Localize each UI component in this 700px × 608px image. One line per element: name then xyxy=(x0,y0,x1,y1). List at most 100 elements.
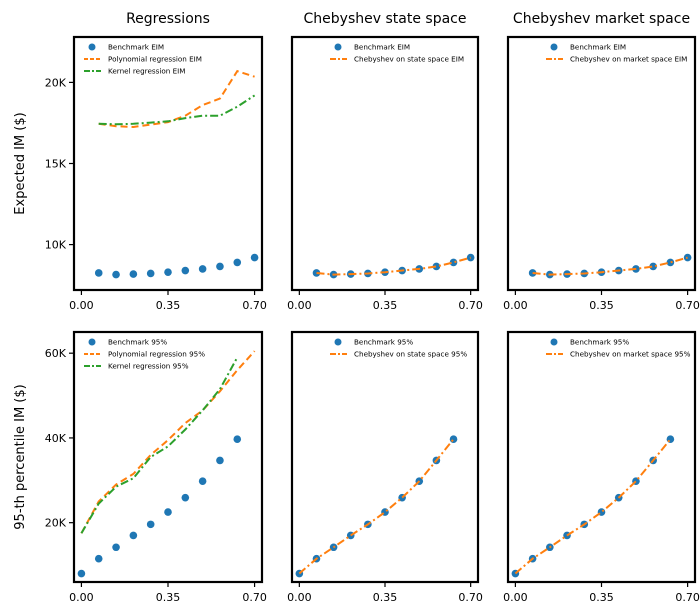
legend: Benchmark 95% Polynomial regression 95% Ke… xyxy=(84,338,205,371)
chart-panel-2: Chebyshev state space 0.00 0.35 0.70 Benchma… xyxy=(287,11,483,312)
series-line-polynomial-regression-eim xyxy=(98,69,255,129)
legend-marker xyxy=(334,43,342,51)
y-tick-label: 20K xyxy=(45,517,67,530)
legend-marker xyxy=(88,338,96,346)
data-point-benchmark-95 xyxy=(233,435,242,444)
x-tick-label: 0.00 xyxy=(287,591,312,604)
series-line-chebyshev-on-state-space-eim xyxy=(316,256,471,276)
chart-title: Chebyshev market space xyxy=(513,11,690,27)
x-tick-label: 0.35 xyxy=(373,299,398,312)
plot-frame xyxy=(290,35,480,292)
x-tick-label: 0.70 xyxy=(242,591,267,604)
series-line-chebyshev-on-market-space-95 xyxy=(514,438,672,575)
data-point-benchmark-95 xyxy=(129,531,138,540)
data-point-benchmark-eim xyxy=(312,269,321,277)
x-tick-label: 0.35 xyxy=(589,591,614,604)
y-axis-label: 95-th percentile IM ($) xyxy=(13,384,28,529)
chart-panel-5: 0.00 0.35 0.70 Benchmark 95% Chebyshev on st… xyxy=(287,330,483,604)
legend-label: Chebyshev on market space 95% xyxy=(570,350,691,359)
x-tick-label: 0.35 xyxy=(589,299,614,312)
legend: Benchmark 95% Chebyshev on market space 9… xyxy=(546,338,691,359)
x-tick-label: 0.70 xyxy=(458,299,483,312)
legend-label: Benchmark 95% xyxy=(570,338,629,347)
data-point-benchmark-eim xyxy=(181,266,190,275)
legend-label: Polynomial regression 95% xyxy=(108,350,205,359)
y-tick-label: 10K xyxy=(45,239,67,252)
x-tick-label: 0.00 xyxy=(69,591,94,604)
data-point-benchmark-95 xyxy=(112,543,120,552)
x-tick-label: 0.00 xyxy=(503,299,528,312)
series-line-chebyshev-on-market-space-eim xyxy=(532,256,688,276)
legend-marker xyxy=(334,338,342,346)
data-point-benchmark-eim xyxy=(216,262,224,271)
legend-label: Kernel regression EIM xyxy=(108,67,185,76)
plot-frame xyxy=(506,330,697,584)
legend-marker xyxy=(88,43,96,51)
x-tick-label: 0.35 xyxy=(156,299,181,312)
data-point-benchmark-95 xyxy=(666,435,675,444)
data-point-benchmark-95 xyxy=(181,493,190,502)
y-tick-label: 15K xyxy=(45,158,67,171)
data-point-benchmark-eim xyxy=(449,258,458,267)
legend-label: Benchmark EIM xyxy=(570,43,626,52)
data-point-benchmark-eim xyxy=(129,270,138,278)
chart-title: Chebyshev state space xyxy=(304,11,467,27)
data-point-benchmark-eim xyxy=(112,270,120,279)
series-line-polynomial-regression-95 xyxy=(80,350,256,534)
series-line-kernel-regression-95 xyxy=(80,356,239,534)
x-tick-label: 0.00 xyxy=(287,299,312,312)
x-tick-label: 0.35 xyxy=(373,591,398,604)
data-point-benchmark-95 xyxy=(449,435,458,444)
data-point-benchmark-95 xyxy=(77,569,86,578)
y-tick-label: 20K xyxy=(45,76,67,89)
data-point-benchmark-95 xyxy=(164,508,172,516)
x-tick-label: 0.70 xyxy=(242,299,267,312)
plot-frame xyxy=(72,330,264,584)
x-tick-label: 0.70 xyxy=(675,299,700,312)
legend-label: Polynomial regression EIM xyxy=(108,55,202,64)
plot-frame xyxy=(506,35,697,292)
data-point-benchmark-eim xyxy=(198,265,207,273)
legend-label: Chebyshev on market space EIM xyxy=(570,55,687,64)
x-tick-label: 0.70 xyxy=(675,591,700,604)
legend: Benchmark EIM Polynomial regression EIM Ke… xyxy=(84,43,202,76)
data-point-benchmark-95 xyxy=(146,520,155,529)
series-line-chebyshev-on-state-space-95 xyxy=(298,438,455,575)
plot-frame xyxy=(72,35,264,292)
legend-marker xyxy=(550,338,558,346)
data-point-benchmark-95 xyxy=(94,554,103,563)
chart-panel-1: Regressions Expected IM ($) 0.00 0.35 0.70 10… xyxy=(13,11,267,312)
legend: Benchmark 95% Chebyshev on state space 95… xyxy=(330,338,467,359)
legend-label: Benchmark 95% xyxy=(354,338,413,347)
chart-title: Regressions xyxy=(126,11,210,27)
y-tick-label: 60K xyxy=(45,347,67,360)
x-tick-label: 0.00 xyxy=(69,299,94,312)
legend: Benchmark EIM Chebyshev on market space E… xyxy=(546,43,687,64)
data-point-benchmark-eim xyxy=(94,269,103,277)
legend-label: Kernel regression 95% xyxy=(108,362,189,371)
y-tick-label: 40K xyxy=(45,432,67,445)
legend-marker xyxy=(550,43,558,51)
data-point-benchmark-eim xyxy=(233,258,242,267)
legend-label: Benchmark EIM xyxy=(354,43,410,52)
legend-label: Benchmark EIM xyxy=(108,43,164,52)
chart-panel-6: 0.00 0.35 0.70 Benchmark 95% Chebyshev on ma… xyxy=(503,330,700,604)
legend-label: Chebyshev on state space EIM xyxy=(354,55,464,64)
legend: Benchmark EIM Chebyshev on state space EI… xyxy=(330,43,464,64)
data-point-benchmark-eim xyxy=(432,262,441,271)
plot-frame xyxy=(290,330,480,584)
data-point-benchmark-95 xyxy=(216,456,224,465)
x-tick-label: 0.35 xyxy=(156,591,181,604)
data-point-benchmark-95 xyxy=(198,477,207,485)
data-point-benchmark-eim xyxy=(164,268,172,276)
legend-label: Chebyshev on state space 95% xyxy=(354,350,467,359)
data-point-benchmark-eim xyxy=(250,253,259,262)
series-line-kernel-regression-eim xyxy=(98,94,256,126)
y-axis-label: Expected IM ($) xyxy=(13,112,28,214)
data-point-benchmark-eim xyxy=(649,262,657,271)
data-point-benchmark-eim xyxy=(146,269,155,278)
x-tick-label: 0.00 xyxy=(503,591,528,604)
data-point-benchmark-eim xyxy=(666,258,675,267)
x-tick-label: 0.70 xyxy=(458,591,483,604)
